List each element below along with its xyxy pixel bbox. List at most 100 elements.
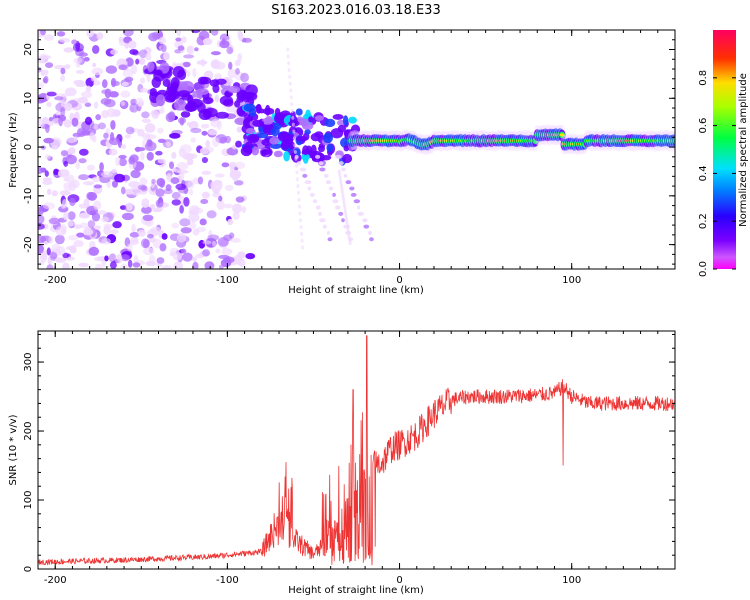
heatmap-blob	[295, 177, 299, 182]
heatmap-blob	[334, 205, 341, 210]
heatmap-blob	[135, 58, 140, 65]
heatmap-blob	[237, 53, 243, 62]
heatmap-blob	[86, 30, 94, 38]
heatmap-blob	[190, 137, 196, 143]
heatmap-blob	[347, 234, 351, 239]
heatmap-blob	[92, 62, 97, 68]
x-tick-label: 0	[396, 275, 402, 286]
heatmap-blob	[141, 206, 152, 214]
heatmap-blob	[291, 115, 295, 120]
heatmap-blob	[295, 108, 303, 116]
heatmap-blob	[85, 85, 92, 93]
heatmap-blob	[348, 241, 352, 246]
heatmap-blob	[58, 116, 63, 127]
heatmap-blob	[357, 205, 361, 210]
heatmap-blob	[219, 95, 234, 106]
spectrogram-y-label: Frequency (Hz)	[8, 112, 19, 188]
heatmap-blob	[317, 145, 326, 153]
snr-series-line	[38, 335, 675, 566]
heatmap-blob	[67, 220, 75, 227]
spectrogram-x-axis: -200 -100 0 100	[37, 30, 676, 286]
heatmap-blob	[286, 54, 290, 59]
heatmap-blob	[68, 234, 79, 241]
x-tick-label: -100	[216, 575, 239, 586]
heatmap-blob	[120, 101, 126, 106]
heatmap-blob	[304, 129, 311, 135]
heatmap-blob	[76, 232, 85, 238]
heatmap-blob	[163, 188, 173, 195]
heatmap-blob	[133, 255, 139, 264]
heatmap-blob	[350, 192, 357, 197]
heatmap-blob	[191, 207, 204, 215]
heatmap-blob	[241, 91, 256, 99]
heatmap-blob	[210, 30, 219, 36]
heatmap-blob	[125, 126, 135, 135]
heatmap-blob	[340, 186, 344, 191]
heatmap-blob	[118, 64, 128, 71]
heatmap-blob	[201, 156, 209, 164]
heatmap-blob	[168, 161, 175, 170]
heatmap-blob	[151, 109, 160, 119]
heatmap-blob	[75, 82, 87, 88]
heatmap-blob	[299, 225, 303, 230]
heatmap-blob	[339, 183, 343, 188]
heatmap-blob	[195, 88, 209, 96]
heatmap-blob	[171, 222, 180, 229]
heatmap-blob	[156, 257, 165, 264]
heatmap-blob	[63, 211, 69, 221]
heatmap-blob	[60, 150, 68, 157]
heatmap-blob	[332, 113, 344, 120]
heatmap-blob	[235, 67, 240, 75]
heatmap-blob	[302, 145, 309, 156]
heatmap-blob	[147, 61, 155, 72]
heatmap-blob	[103, 225, 111, 235]
heatmap-blob	[143, 247, 155, 256]
heatmap-blob	[222, 256, 235, 264]
heatmap-blob	[232, 203, 243, 214]
heatmap-blob	[314, 115, 324, 122]
heatmap-blob	[91, 176, 100, 183]
heatmap-blob	[139, 88, 148, 93]
heatmap-blob	[231, 144, 237, 150]
heatmap-blob	[84, 102, 92, 108]
heatmap-blob	[322, 224, 327, 229]
x-tick-label: 100	[562, 575, 581, 586]
heatmap-blob	[134, 147, 146, 152]
heatmap-blob	[245, 127, 256, 134]
heatmap-blob	[55, 257, 64, 263]
heatmap-blob	[158, 36, 167, 45]
heatmap-blob	[191, 30, 201, 34]
heatmap-blob	[63, 47, 74, 53]
heatmap-blob	[191, 257, 198, 262]
heatmap-blob	[120, 90, 131, 98]
heatmap-blob	[169, 248, 180, 253]
heatmap-blob	[342, 115, 349, 126]
colorbar-ticks: 0.0 0.2 0.4 0.6 0.8	[698, 70, 736, 277]
heatmap-blob	[46, 188, 52, 196]
heatmap-blob	[289, 88, 293, 93]
heatmap-blob	[175, 37, 182, 42]
heatmap-blob	[129, 49, 139, 55]
heatmap-blob	[93, 200, 102, 210]
heatmap-blob	[151, 178, 156, 185]
heatmap-blob	[69, 197, 76, 207]
heatmap-blob	[63, 182, 73, 191]
heatmap-blob	[64, 102, 73, 112]
heatmap-blob	[338, 161, 344, 166]
heatmap-blob	[201, 130, 208, 136]
heatmap-blob	[213, 179, 222, 186]
heatmap-blob	[45, 62, 54, 68]
heatmap-blob	[38, 223, 45, 230]
heatmap-blob	[286, 47, 290, 52]
heatmap-blob	[180, 111, 191, 118]
heatmap-blob	[55, 226, 67, 237]
heatmap-blob	[226, 46, 234, 55]
heatmap-blob	[300, 231, 304, 236]
heatmap-blob	[106, 108, 117, 118]
heatmap-blob	[126, 202, 133, 211]
heatmap-blob	[340, 189, 344, 194]
heatmap-blob	[232, 174, 239, 182]
heatmap-blob	[108, 91, 119, 98]
